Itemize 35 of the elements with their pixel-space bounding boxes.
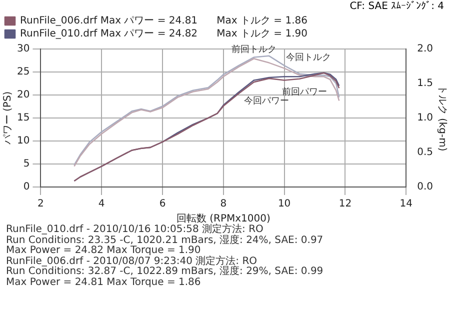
y-tick-label: 15 [16, 112, 30, 124]
x-tick-label: 4 [98, 198, 105, 210]
x-tick-label: 14 [400, 198, 412, 210]
x-tick-label: 8 [220, 198, 227, 210]
legend-label: RunFile_006.drf Max パワー = 24.81 Max トルク = 1.86 [20, 16, 308, 27]
y-tick-label: 0 [23, 182, 30, 193]
chart-subtitle: CF: SAE ｽﾑｰｼﾞﾝｸﾞ: 4 [348, 0, 445, 13]
y2-axis-title: トルク (kg-m) [436, 84, 448, 152]
x-tick-label: 12 [338, 198, 352, 210]
x-tick-label: 10 [278, 198, 291, 210]
y2-tick-label: 0.0 [417, 182, 434, 193]
annotation: 前回パワー [282, 86, 327, 98]
x-axis-title: 回転数 (RPMx1000) [176, 214, 270, 225]
annotation: 今回トルク [286, 52, 331, 63]
x-tick-label: 6 [159, 198, 166, 210]
text: Max Power = 24.82 Max Torque = 1.90 [6, 245, 201, 256]
annotation: 前回トルク [231, 44, 276, 56]
y-tick-label: 30 [16, 44, 30, 55]
y-tick-label: 25 [16, 66, 30, 78]
x-tick-label: 2 [38, 198, 44, 210]
text: RunFile_006.drf - 2010/08/07 9:23:40 測定方法: RO [6, 256, 258, 266]
y2-tick-label: 2.0 [417, 44, 434, 55]
text: Run Conditions: 23.35 -C, 1020.21 mBars, 湿度: 24%, SAE: 0.97 [6, 234, 324, 246]
text: Run Conditions: 32.87 -C, 1022.89 mBars, 湿度: 29%, SAE: 0.99 [6, 266, 324, 278]
annotation: 今回パワー [244, 96, 290, 107]
legend-label: RunFile_010.drf Max パワー = 24.82 Max トルク = 1.90 [20, 28, 308, 40]
y2-tick-label: 1.5 [417, 78, 434, 90]
y2-tick-label: 1.0 [417, 112, 434, 124]
y-tick-label: 20 [16, 90, 30, 101]
text: RunFile_010.drf - 2010/10/16 10:05:58 測定方法: RO [6, 224, 264, 235]
y-tick-label: 5 [23, 158, 30, 170]
y-tick-label: 10 [16, 136, 30, 147]
y2-tick-label: 0.5 [417, 147, 434, 158]
text: Max Power = 24.81 Max Torque = 1.86 [6, 276, 202, 288]
y-axis-title: パワー (PS) [2, 91, 14, 146]
